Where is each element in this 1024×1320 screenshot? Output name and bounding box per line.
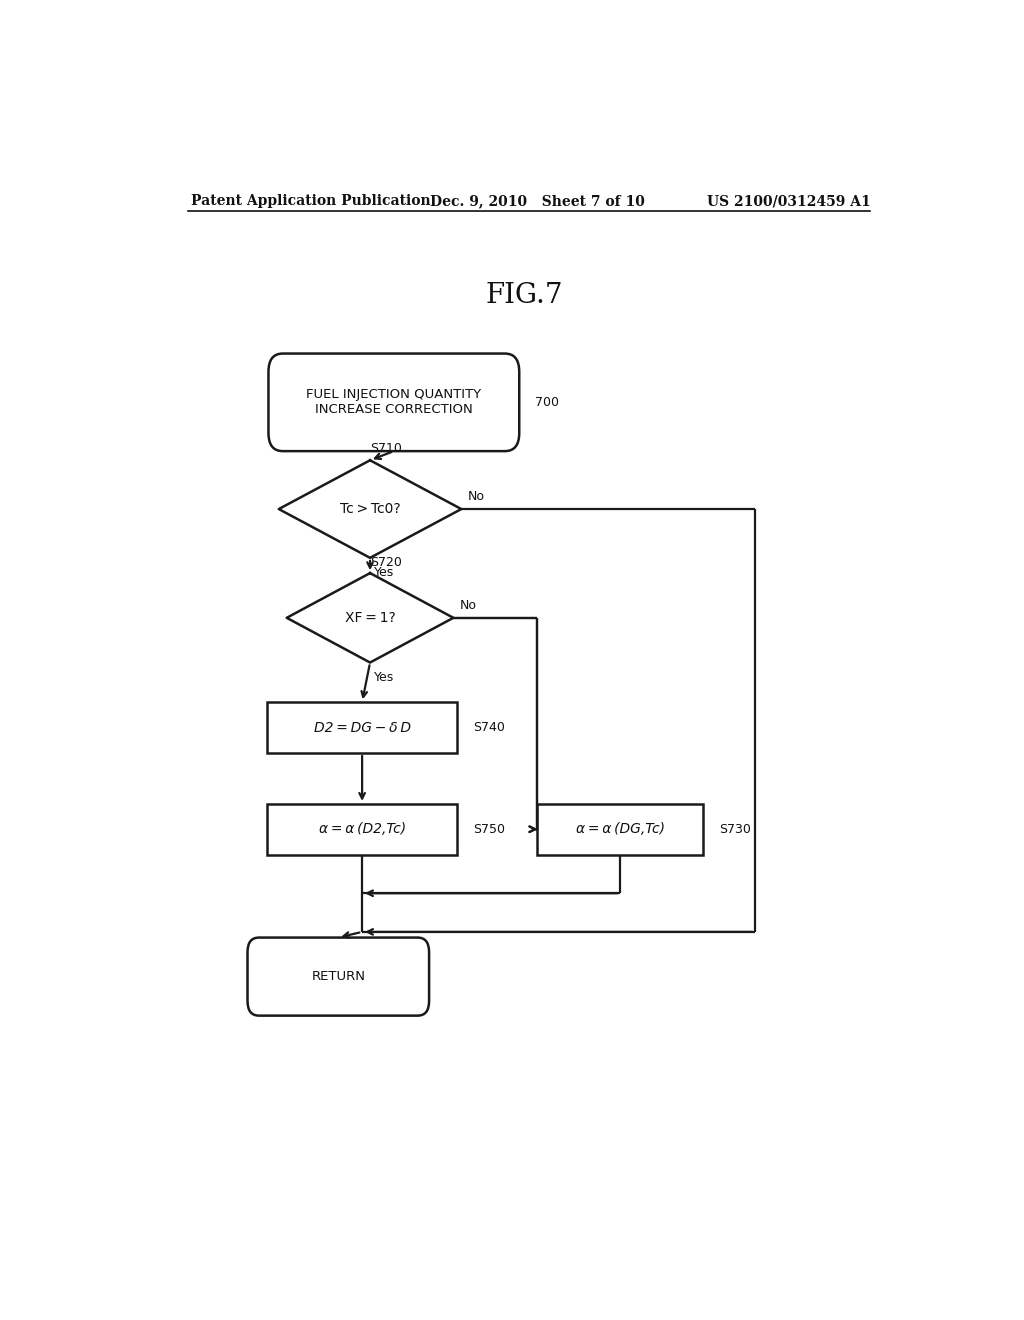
Text: Dec. 9, 2010   Sheet 7 of 10: Dec. 9, 2010 Sheet 7 of 10 xyxy=(430,194,644,209)
Text: S720: S720 xyxy=(370,556,402,569)
Text: XF = 1?: XF = 1? xyxy=(345,611,395,624)
Text: Patent Application Publication: Patent Application Publication xyxy=(191,194,431,209)
Text: Tc > Tc0?: Tc > Tc0? xyxy=(340,502,400,516)
Text: FIG.7: FIG.7 xyxy=(486,282,563,309)
Text: Yes: Yes xyxy=(374,671,394,684)
Text: S710: S710 xyxy=(370,442,402,455)
FancyBboxPatch shape xyxy=(267,702,458,752)
Text: S750: S750 xyxy=(473,822,505,836)
Text: D2 = DG − δ D: D2 = DG − δ D xyxy=(313,721,411,735)
FancyBboxPatch shape xyxy=(268,354,519,451)
FancyBboxPatch shape xyxy=(537,804,703,854)
Text: FUEL INJECTION QUANTITY
INCREASE CORRECTION: FUEL INJECTION QUANTITY INCREASE CORRECT… xyxy=(306,388,481,416)
Text: 700: 700 xyxy=(536,396,559,409)
Text: Yes: Yes xyxy=(374,566,394,579)
FancyBboxPatch shape xyxy=(267,804,458,854)
FancyBboxPatch shape xyxy=(248,937,429,1015)
Text: S740: S740 xyxy=(473,721,505,734)
Text: RETURN: RETURN xyxy=(311,970,366,983)
Text: No: No xyxy=(468,490,484,503)
Text: No: No xyxy=(460,599,477,611)
Text: α = α (D2,Tc): α = α (D2,Tc) xyxy=(318,822,406,837)
Text: α = α (DG,Tc): α = α (DG,Tc) xyxy=(575,822,665,837)
Polygon shape xyxy=(279,461,461,558)
Text: US 2100/0312459 A1: US 2100/0312459 A1 xyxy=(708,194,871,209)
Polygon shape xyxy=(287,573,454,663)
Text: S730: S730 xyxy=(719,822,752,836)
